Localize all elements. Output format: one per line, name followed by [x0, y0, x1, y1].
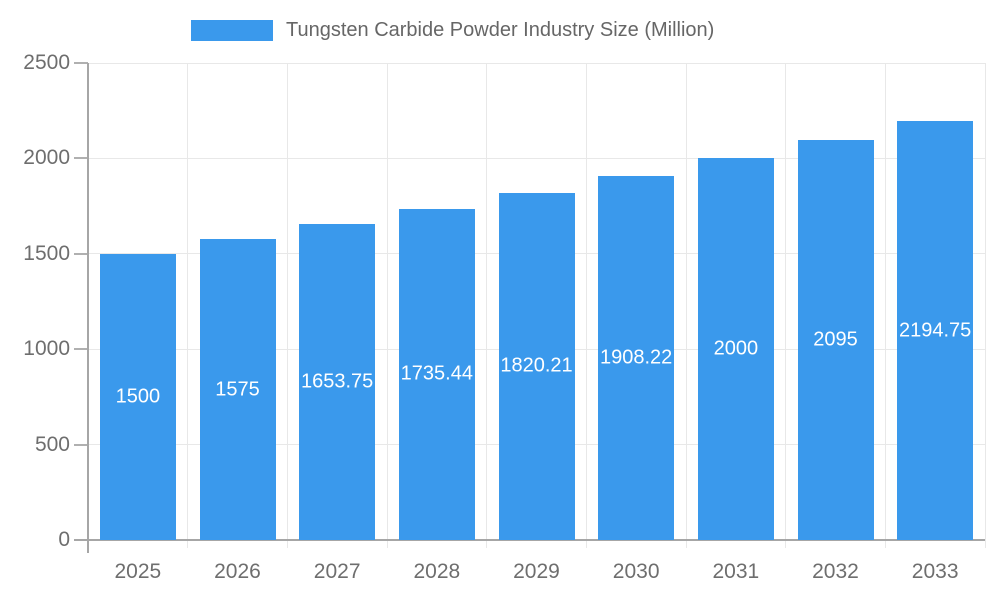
y-tick-label: 1000	[23, 337, 70, 361]
x-grid-line	[486, 63, 488, 548]
y-tick-mark	[74, 62, 88, 64]
bar-value-label: 1908.22	[600, 346, 673, 369]
y-tick-mark	[74, 157, 88, 160]
chart-legend[interactable]: Tungsten Carbide Powder Industry Size (M…	[191, 17, 714, 43]
bar-value-label: 1575	[215, 378, 260, 401]
x-tick-label: 2025	[114, 560, 162, 583]
y-tick-mark	[74, 348, 88, 351]
y-grid-line	[88, 157, 985, 159]
bar-value-label: 1735.44	[400, 362, 473, 385]
bar-value-label: 2194.75	[899, 319, 972, 342]
y-tick-mark	[74, 252, 88, 255]
legend-label: Tungsten Carbide Powder Industry Size (M…	[286, 19, 715, 41]
y-tick-label: 0	[58, 528, 70, 551]
y-tick-mark	[74, 443, 88, 446]
y-tick-label: 2500	[23, 51, 70, 74]
bar[interactable]: 1653.75	[299, 224, 376, 540]
bar[interactable]: 2000	[697, 158, 774, 540]
x-tick-label: 2027	[313, 560, 361, 583]
x-axis-line	[74, 539, 985, 541]
x-grid-line	[286, 63, 288, 548]
bar[interactable]: 1820.21	[498, 192, 575, 540]
y-tick-label: 1500	[23, 241, 70, 265]
bar-value-label: 1820.21	[500, 354, 573, 377]
x-grid-line	[884, 63, 886, 548]
bar[interactable]: 1575	[199, 239, 276, 540]
x-grid-line	[386, 63, 388, 548]
x-tick-label: 2032	[812, 560, 859, 583]
x-grid-line	[785, 63, 787, 548]
x-tick-label: 2031	[712, 560, 760, 583]
x-tick-label: 2026	[214, 560, 261, 583]
bar[interactable]: 2194.75	[897, 121, 974, 540]
x-tick-label: 2028	[413, 560, 461, 583]
x-grid-line	[685, 63, 687, 548]
bar-value-label: 2000	[713, 337, 759, 360]
x-grid-line	[984, 63, 986, 548]
x-tick-label: 2033	[911, 560, 959, 583]
bar[interactable]: 2095	[797, 140, 874, 540]
y-axis-line	[87, 63, 89, 553]
x-grid-line	[585, 63, 587, 548]
x-tick-label: 2029	[513, 560, 560, 583]
legend-swatch-icon	[191, 19, 273, 41]
x-grid-line	[187, 63, 189, 548]
x-tick-label: 2030	[612, 560, 660, 583]
bar[interactable]: 1500	[99, 253, 176, 540]
bar-value-label: 1653.75	[301, 370, 374, 393]
y-tick-label: 2000	[23, 146, 70, 170]
bar-value-label: 1500	[115, 385, 161, 408]
bar[interactable]: 1735.44	[398, 208, 475, 540]
y-tick-label: 500	[34, 432, 70, 456]
bar-value-label: 2095	[813, 328, 858, 351]
bar[interactable]: 1908.22	[598, 175, 675, 540]
y-grid-line	[88, 62, 985, 64]
